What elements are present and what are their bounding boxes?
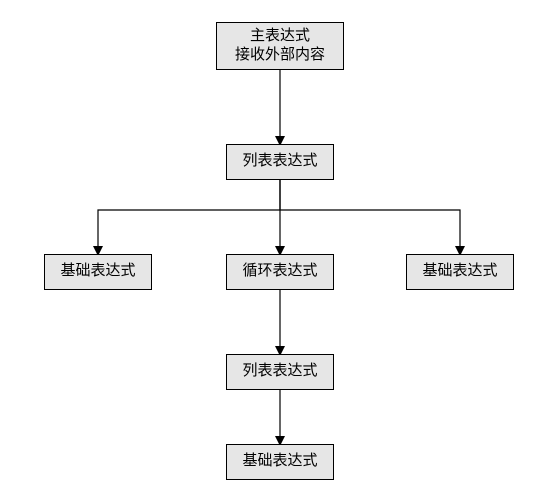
- node-label: 基础表达式: [422, 262, 497, 282]
- node-label: 循环表达式: [242, 262, 317, 282]
- flowchart-edges: [0, 0, 544, 503]
- node-main: 主表达式 接收外部内容: [216, 22, 344, 70]
- node-label: 列表表达式: [242, 362, 317, 382]
- node-loop: 循环表达式: [226, 254, 334, 290]
- node-label: 主表达式 接收外部内容: [235, 27, 325, 66]
- node-baseR: 基础表达式: [406, 254, 514, 290]
- node-label: 列表表达式: [242, 152, 317, 172]
- node-label: 基础表达式: [242, 452, 317, 472]
- edge-list1-baseL: [98, 180, 280, 254]
- node-label: 基础表达式: [60, 262, 135, 282]
- edge-list1-baseR: [280, 180, 460, 254]
- node-list1: 列表表达式: [226, 144, 334, 180]
- node-base3: 基础表达式: [226, 444, 334, 480]
- node-list2: 列表表达式: [226, 354, 334, 390]
- node-baseL: 基础表达式: [44, 254, 152, 290]
